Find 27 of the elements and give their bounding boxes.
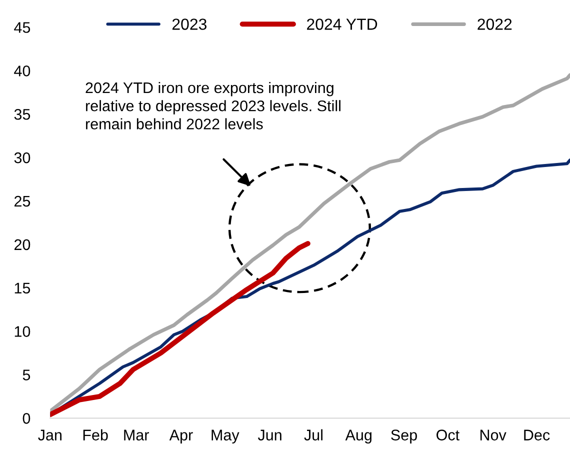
y-tick-label: 20 — [14, 239, 30, 250]
x-tick-label: Oct — [436, 430, 460, 440]
x-tick-label: Jul — [304, 429, 322, 440]
y-tick-label: 10 — [14, 326, 30, 337]
x-tick-label: Aug — [345, 430, 372, 444]
y-tick-label: 0 — [22, 413, 30, 424]
x-tick-label: Feb — [83, 429, 108, 440]
y-tick-label: 45 — [14, 22, 30, 33]
legend-label: 2022 — [478, 18, 512, 30]
y-tick-label: 30 — [14, 152, 30, 164]
x-tick-label: May — [212, 430, 240, 444]
legend-label: 2023 — [172, 18, 206, 30]
x-tick-label: Sep — [391, 430, 417, 444]
y-tick-label: 40 — [14, 66, 30, 76]
y-tick-label: 35 — [14, 108, 30, 120]
annotation: 2024 YTD iron ore exports improving relative to depressed 2023 levels. Still remain behind 2022 levels — [86, 82, 340, 130]
x-tick-label: Mar — [124, 430, 149, 440]
x-tick-label: Nov — [480, 430, 506, 440]
x-tick-label: Jun — [258, 430, 282, 440]
line-series — [50, 73, 570, 413]
legend-label: 2024 YTD — [307, 18, 378, 30]
x-tick-label: Dec — [524, 430, 550, 440]
y-tick-label: 5 — [22, 370, 30, 380]
y-tick-label: 25 — [14, 196, 30, 207]
x-tick-label: Apr — [169, 430, 193, 444]
y-tick-label: 15 — [14, 282, 30, 294]
x-tick-label: Jan — [38, 430, 62, 440]
